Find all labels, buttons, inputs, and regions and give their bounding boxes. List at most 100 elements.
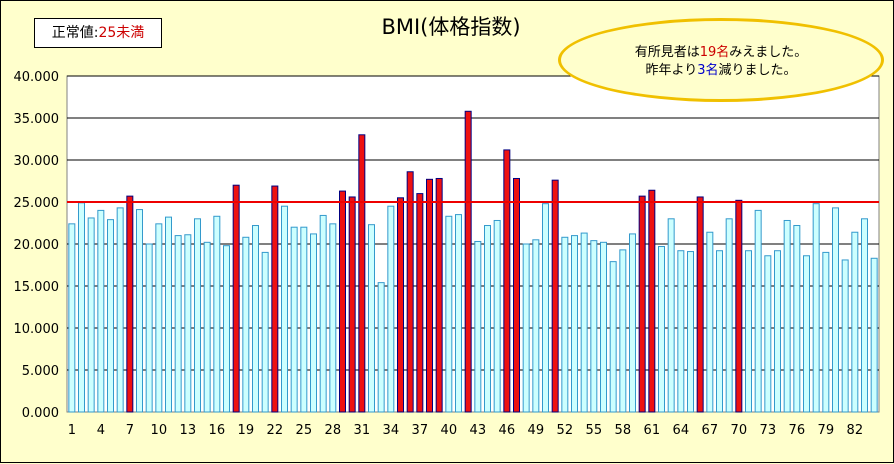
bar [252, 225, 259, 413]
x-tick-label: 52 [557, 423, 574, 438]
bar [387, 205, 395, 413]
bar [126, 195, 134, 413]
bar [706, 231, 714, 413]
x-tick-label: 10 [151, 423, 168, 438]
legend-label: 正常値: [51, 25, 99, 41]
bar [290, 226, 298, 413]
bar [300, 226, 308, 413]
bar [542, 203, 549, 413]
bar [271, 185, 279, 413]
bar [532, 239, 540, 413]
bar [310, 233, 317, 413]
callout-diff: 3名 [697, 63, 719, 78]
x-tick-label: 67 [702, 423, 719, 438]
callout-text: みえました。 [729, 45, 808, 60]
callout-line-2: 昨年より3名減りました。 [561, 59, 881, 78]
x-tick-label: 70 [731, 423, 748, 438]
bar [348, 196, 356, 413]
bar [339, 190, 346, 413]
bar [464, 110, 472, 413]
callout-text: 有所見者は [634, 45, 700, 60]
callout-text: 減りました。 [718, 63, 797, 78]
bar [78, 202, 85, 413]
bars [68, 110, 878, 413]
y-tick-label: 25.000 [14, 196, 60, 211]
bar [513, 177, 520, 413]
y-tick-label: 30.000 [14, 154, 60, 169]
y-tick-label: 35.000 [14, 112, 60, 127]
bar [764, 255, 772, 413]
bar [822, 251, 830, 413]
bar [561, 236, 569, 413]
bar [580, 232, 588, 413]
bar [107, 219, 114, 413]
bar [213, 215, 221, 413]
x-tick-label: 16 [209, 423, 226, 438]
bar [745, 250, 752, 413]
bar [774, 250, 781, 413]
x-tick-label: 28 [325, 423, 342, 438]
callout-line-1: 有所見者は19名みえました。 [561, 41, 881, 60]
bar [261, 251, 269, 413]
bar [783, 219, 791, 413]
x-tick-label: 40 [441, 423, 458, 438]
bar [735, 199, 743, 413]
x-tick-label: 43 [470, 423, 487, 438]
bar [870, 257, 878, 413]
x-tick-label: 1 [68, 423, 76, 438]
bar [638, 195, 646, 413]
bar [242, 236, 250, 413]
bar [696, 196, 704, 413]
legend-value: 25未満 [98, 25, 145, 41]
bar [474, 240, 482, 413]
bar [493, 219, 501, 413]
bar [725, 218, 733, 413]
bar [455, 214, 462, 413]
x-tick-label: 79 [818, 423, 835, 438]
bar [416, 193, 424, 413]
bar [232, 184, 240, 413]
bar [184, 234, 192, 413]
normal-value-legend: 正常値:25未満 [34, 18, 162, 48]
x-tick-label: 31 [354, 423, 371, 438]
bar [590, 240, 598, 413]
bar [358, 134, 366, 413]
y-tick-label: 20.000 [14, 238, 60, 253]
bar [571, 235, 578, 413]
bar [116, 207, 124, 413]
bar [609, 261, 617, 413]
bar [203, 241, 211, 413]
x-tick-label: 37 [412, 423, 429, 438]
bar [377, 282, 385, 413]
bar [851, 231, 859, 413]
x-tick-label: 25 [296, 423, 313, 438]
bar [155, 223, 163, 413]
bar [174, 235, 182, 413]
chart-title: BMI(体格指数) [381, 15, 521, 39]
x-tick-label: 49 [528, 423, 545, 438]
x-tick-label: 46 [499, 423, 516, 438]
x-axis-ticks: 1 4 7 10 13 16 19 22 25 28 31 34 37 40 43 46 49 52 55 58 61 6… [68, 423, 863, 438]
bar [803, 255, 810, 413]
x-tick-label: 19 [238, 423, 255, 438]
x-tick-label: 76 [789, 423, 806, 438]
bar [484, 225, 491, 413]
callout-count: 19名 [699, 45, 730, 60]
bar [319, 214, 327, 413]
bar [629, 233, 636, 413]
bar [194, 218, 201, 413]
bar [368, 224, 375, 413]
bar [68, 223, 76, 413]
bar [281, 205, 288, 413]
y-tick-label: 0.000 [22, 406, 59, 421]
callout-text: 昨年より [645, 63, 698, 78]
bar [165, 216, 172, 413]
y-axis-ticks: 0.000 5.000 10.000 15.000 20.000 25.000 30.000… [14, 70, 60, 421]
bar [87, 217, 95, 413]
bar [136, 209, 143, 413]
bar [435, 177, 443, 413]
bar [841, 259, 849, 413]
x-tick-label: 34 [383, 423, 400, 438]
